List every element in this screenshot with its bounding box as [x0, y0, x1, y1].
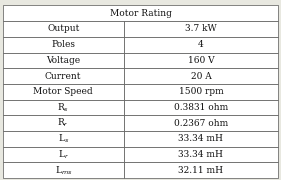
Text: 3.7 kW: 3.7 kW: [185, 24, 217, 33]
Bar: [124, 163, 278, 178]
Text: R$_r$: R$_r$: [57, 117, 69, 129]
Bar: [3, 21, 124, 37]
Text: 1500 rpm: 1500 rpm: [178, 87, 223, 96]
Bar: [124, 37, 278, 53]
Bar: [124, 53, 278, 68]
Bar: [3, 100, 124, 115]
Bar: [3, 84, 124, 100]
Text: 20 A: 20 A: [191, 72, 211, 81]
Text: L$_{ms}$: L$_{ms}$: [55, 164, 72, 177]
Bar: [124, 115, 278, 131]
Bar: [124, 68, 278, 84]
Text: Motor Rating: Motor Rating: [110, 9, 171, 18]
Text: L$_r$: L$_r$: [58, 148, 69, 161]
Text: R$_s$: R$_s$: [57, 101, 69, 114]
Bar: [124, 147, 278, 163]
Text: 0.3831 ohm: 0.3831 ohm: [174, 103, 228, 112]
Text: 4: 4: [198, 40, 204, 49]
Text: Poles: Poles: [51, 40, 75, 49]
Bar: [3, 37, 124, 53]
Text: L$_s$: L$_s$: [58, 133, 69, 145]
Text: Current: Current: [45, 72, 81, 81]
Text: 33.34 mH: 33.34 mH: [178, 150, 223, 159]
Bar: [3, 163, 124, 178]
Bar: [3, 147, 124, 163]
Text: Output: Output: [47, 24, 80, 33]
Bar: [3, 5, 278, 21]
Bar: [124, 21, 278, 37]
Text: 160 V: 160 V: [188, 56, 214, 65]
Bar: [124, 100, 278, 115]
Text: 33.34 mH: 33.34 mH: [178, 134, 223, 143]
Text: Motor Speed: Motor Speed: [33, 87, 93, 96]
Text: 32.11 mH: 32.11 mH: [178, 166, 223, 175]
Text: Voltage: Voltage: [46, 56, 80, 65]
Text: 0.2367 ohm: 0.2367 ohm: [174, 119, 228, 128]
Bar: [3, 68, 124, 84]
Bar: [3, 131, 124, 147]
Bar: [3, 115, 124, 131]
Bar: [124, 84, 278, 100]
Bar: [3, 53, 124, 68]
Bar: [124, 131, 278, 147]
